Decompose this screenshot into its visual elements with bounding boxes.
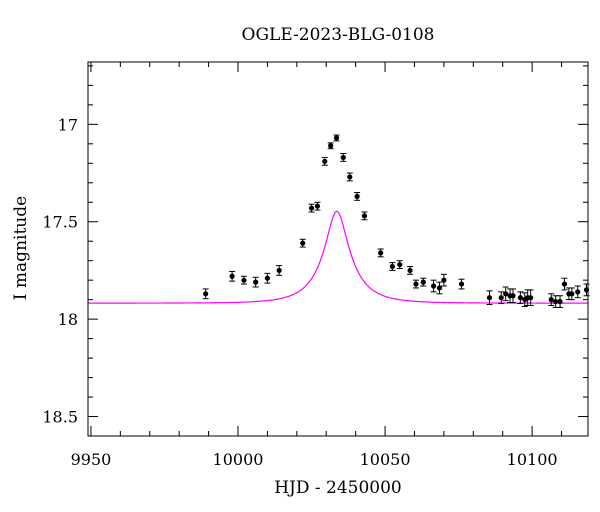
data-point <box>568 287 575 301</box>
point-marker <box>503 291 509 297</box>
data-point <box>498 291 505 305</box>
point-marker <box>557 298 563 305</box>
point-marker <box>203 291 209 297</box>
point-marker <box>441 277 447 283</box>
point-marker <box>561 281 568 287</box>
point-marker <box>340 154 346 161</box>
y-tick-label: 17 <box>58 115 78 134</box>
data-point <box>314 201 321 211</box>
point-marker <box>361 213 368 219</box>
point-marker <box>458 281 465 287</box>
data-point <box>354 192 361 201</box>
data-point <box>377 248 384 258</box>
point-marker <box>276 267 282 274</box>
data-point <box>517 291 524 305</box>
point-marker <box>420 279 426 285</box>
data-point <box>308 203 315 213</box>
point-marker <box>528 295 534 301</box>
data-point <box>252 276 259 288</box>
point-marker <box>498 295 504 301</box>
model-curve-path <box>88 210 588 304</box>
plot-frame <box>87 61 589 437</box>
point-marker <box>389 263 396 270</box>
data-point <box>548 293 555 306</box>
y-tick-label: 18.5 <box>42 408 78 427</box>
point-marker <box>378 250 384 256</box>
data-point <box>321 156 328 166</box>
x-tick-label: 9950 <box>71 450 112 469</box>
data-point <box>340 153 347 162</box>
point-marker <box>517 295 523 301</box>
x-tick-label: 10000 <box>213 450 264 469</box>
data-point <box>276 265 283 276</box>
data-point <box>420 277 427 287</box>
data-point <box>264 272 271 284</box>
data-point <box>486 290 493 306</box>
point-marker <box>264 275 271 281</box>
point-marker <box>430 283 437 289</box>
x-tick-label: 10050 <box>360 450 411 469</box>
point-marker <box>548 297 554 303</box>
data-point <box>396 260 403 269</box>
data-point <box>412 279 419 289</box>
point-marker <box>300 240 306 246</box>
point-marker <box>322 158 328 164</box>
data-point <box>502 286 509 302</box>
point-marker <box>241 277 247 283</box>
point-marker <box>347 174 353 180</box>
point-marker <box>407 267 413 274</box>
x-tick-label: 10100 <box>507 450 558 469</box>
point-marker <box>436 285 443 291</box>
point-marker <box>253 279 259 285</box>
point-marker <box>229 273 235 279</box>
data-point <box>440 273 447 287</box>
point-marker <box>328 143 334 149</box>
data-point <box>346 172 353 182</box>
data-point <box>430 279 437 293</box>
data-points <box>202 134 590 308</box>
axis-ticks: 9950 10000 10050 10100 17 17.5 18 18.5 <box>42 62 588 469</box>
data-point <box>583 283 590 297</box>
y-tick-label: 18 <box>58 310 78 329</box>
data-point <box>436 281 443 295</box>
chart-title: OGLE-2023-BLG-0108 <box>242 25 435 45</box>
data-point <box>407 266 414 275</box>
point-marker <box>510 293 516 299</box>
data-point <box>527 289 534 306</box>
data-point <box>389 262 396 271</box>
data-point <box>458 278 465 290</box>
x-axis-label: HJD - 2450000 <box>274 478 402 498</box>
data-point <box>361 211 368 221</box>
data-point <box>202 288 209 300</box>
data-point <box>299 238 306 248</box>
data-point <box>557 295 564 308</box>
point-marker <box>354 193 360 200</box>
y-axis-label: I magnitude <box>11 196 31 300</box>
point-marker <box>569 291 575 297</box>
point-marker <box>333 135 340 141</box>
point-marker <box>314 203 321 209</box>
data-point <box>510 288 516 304</box>
point-marker <box>308 205 315 211</box>
data-point <box>327 142 334 150</box>
data-point <box>333 134 340 142</box>
data-point <box>574 285 581 299</box>
y-tick-label: 17.5 <box>42 213 78 232</box>
point-marker <box>575 289 581 295</box>
point-marker <box>486 295 493 301</box>
point-marker <box>397 261 403 268</box>
data-point <box>561 277 568 291</box>
point-marker <box>413 281 419 287</box>
model-curve <box>88 210 588 304</box>
point-marker <box>553 298 559 305</box>
data-point <box>240 275 247 285</box>
data-point <box>229 270 236 282</box>
